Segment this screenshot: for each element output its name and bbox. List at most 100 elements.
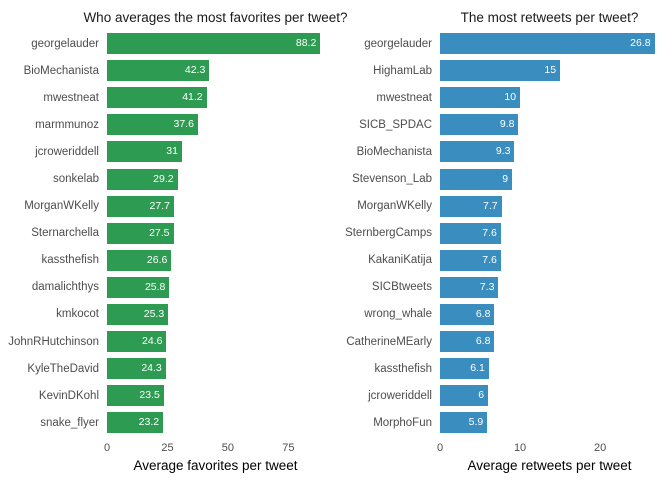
bar-value-label: 9.8: [499, 118, 515, 131]
x-tick-label: 0: [103, 442, 111, 455]
bar-row: MorphoFun 5.9: [336, 409, 672, 436]
bar-value-label: 26.8: [630, 37, 651, 50]
bar: 42.3: [107, 60, 210, 82]
category-label: KevinDKohl: [38, 389, 99, 402]
x-tick-label: 20: [594, 442, 607, 455]
bar: 15: [440, 60, 561, 82]
bar-value-label: 10: [504, 91, 517, 104]
bar-row: SICB_SPDAC 9.8: [336, 111, 672, 138]
category-label: georgelauder: [364, 37, 432, 50]
bar-value-label: 27.5: [149, 226, 170, 239]
bar: 25.3: [107, 303, 169, 325]
bar-row: KevinDKohl 23.5: [0, 382, 336, 409]
x-tick-label: 50: [221, 442, 235, 455]
bar: 9: [440, 168, 513, 190]
category-label: SICBtweets: [371, 281, 432, 294]
retweets-chart: The most retweets per tweet? georgelaude…: [336, 0, 672, 480]
category-label: sonkelab: [52, 173, 99, 186]
bar-value-label: 23.2: [138, 416, 160, 429]
bar: 88.2: [107, 33, 321, 55]
bar: 6.1: [440, 358, 489, 380]
bar: 37.6: [107, 114, 198, 136]
chart-title-text: Who averages the most favorites per twee…: [83, 9, 348, 25]
bar-row: SternbergCamps 7.6: [336, 220, 672, 247]
bar: 5.9: [440, 412, 488, 434]
x-axis-title: Average favorites per tweet: [101, 458, 330, 473]
bar-value-label: 24.6: [142, 335, 163, 348]
bar-row: JohnRHutchinson 24.6: [0, 328, 336, 355]
bar: 7.3: [440, 276, 499, 298]
bar-track: 6.8: [440, 303, 665, 325]
bar-rows: georgelauder 26.8 HighamLab 15 mwestneat 10 SI…: [336, 30, 672, 436]
x-axis: 0 25 50 75: [103, 442, 330, 456]
bar-value-label: 15: [544, 64, 557, 77]
bar-value-label: 25.8: [144, 280, 166, 293]
bar: 7.7: [440, 195, 502, 217]
bar-row: Stevenson_Lab 9: [336, 165, 672, 192]
bar: 25.8: [107, 276, 170, 298]
bar-row: kmkocot 25.3: [0, 301, 336, 328]
bar-row: MorganWKelly 7.7: [336, 193, 672, 220]
bar-value-label: 23.5: [139, 389, 160, 402]
bar-row: kassthefish 6.1: [336, 355, 672, 382]
chart-title: The most retweets per tweet?: [434, 5, 665, 29]
bar-row: mwestneat 10: [336, 84, 672, 111]
bar-row: BioMechanista 42.3: [0, 57, 336, 84]
category-label: CatherineMEarly: [346, 335, 432, 348]
bar-value-label: 42.3: [184, 64, 206, 77]
bar: 10: [440, 87, 521, 109]
bar: 31: [107, 141, 182, 163]
category-label: jcroweriddell: [35, 145, 99, 158]
bar-value-label: 9: [502, 172, 509, 185]
bar-row: KyleTheDavid 24.3: [0, 355, 336, 382]
category-label: MorganWKelly: [24, 200, 99, 213]
bar-row: mwestneat 41.2: [0, 84, 336, 111]
bar-row: damalichthys 25.8: [0, 274, 336, 301]
bar-value-label: 6: [478, 389, 485, 402]
x-axis-title: Average retweets per tweet: [434, 458, 665, 473]
x-tick-label: 0: [436, 442, 444, 455]
bar-row: MorganWKelly 27.7: [0, 193, 336, 220]
category-label: kassthefish: [41, 254, 99, 267]
bar-track: 31: [107, 141, 330, 163]
category-label: snake_flyer: [40, 416, 99, 429]
bar-track: 7.6: [440, 249, 665, 271]
category-label: SICB_SPDAC: [359, 118, 432, 131]
favorites-chart: Who averages the most favorites per twee…: [0, 5, 347, 474]
bar-value-label: 88.2: [295, 37, 317, 50]
chart-title: Who averages the most favorites per twee…: [83, 5, 347, 29]
bar-track: 9: [440, 168, 665, 190]
category-label: Sternarchella: [31, 227, 99, 240]
bar-track: 23.5: [107, 385, 330, 407]
x-axis: 0 10 20: [436, 442, 665, 456]
bar-track: 6.1: [440, 358, 665, 380]
bar: 9.3: [440, 141, 515, 163]
bar-value-label: 41.2: [182, 91, 203, 104]
bar-track: 7.6: [440, 222, 665, 244]
bar: 6.8: [440, 303, 495, 325]
bar-value-label: 25.3: [143, 307, 165, 320]
bar-track: 27.5: [107, 222, 330, 244]
bar-row: wrong_whale 6.8: [336, 301, 672, 328]
bar: 7.6: [440, 222, 501, 244]
bar-track: 26.6: [107, 249, 330, 271]
bar-track: 29.2: [107, 168, 330, 190]
bar-value-label: 7.6: [482, 226, 497, 239]
category-label: mwestneat: [376, 91, 432, 104]
bar-track: 24.3: [107, 358, 330, 380]
bar-row: jcroweriddell 31: [0, 138, 336, 165]
bar-row: sonkelab 29.2: [0, 165, 336, 192]
category-label: Stevenson_Lab: [352, 173, 432, 186]
bar-track: 26.8: [440, 33, 665, 55]
chart-title-text: The most retweets per tweet?: [460, 9, 639, 25]
bar-value-label: 9.3: [495, 145, 511, 158]
bar: 6.8: [440, 331, 495, 353]
category-label: MorphoFun: [373, 416, 432, 429]
category-label: kmkocot: [56, 308, 99, 321]
bar: 6: [440, 385, 489, 407]
bar-value-label: 29.2: [153, 172, 174, 185]
category-label: wrong_whale: [364, 308, 432, 321]
bar-value-label: 7.7: [483, 199, 498, 212]
bar: 24.3: [107, 358, 166, 380]
bar-value-label: 27.7: [149, 199, 170, 212]
